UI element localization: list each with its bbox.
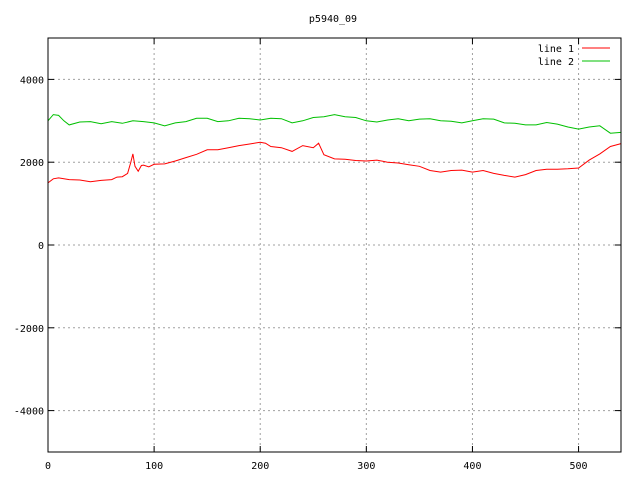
y-tick-label: 0 [38,241,44,252]
x-tick-label: 400 [463,461,481,472]
x-tick-label: 100 [145,461,163,472]
tick-labels: 0 100 200 300 400 500 -4000 -2000 0 2000 4000 [14,75,588,472]
y-tick-label: -2000 [14,324,44,335]
x-tick-label: 200 [251,461,269,472]
legend-label-2: line 2 [538,57,574,68]
series-line-2 [47,114,622,134]
series-line-1 [47,141,622,184]
y-tick-label: 2000 [20,158,44,169]
x-tick-label: 500 [570,461,588,472]
grid [48,38,621,452]
series-layer [47,114,622,184]
ticks [47,38,621,452]
legend: line 1 line 2 [538,44,610,68]
chart-title: p5940_09 [309,14,357,25]
y-tick-label: 4000 [20,75,44,86]
x-tick-label: 0 [45,461,51,472]
x-tick-label: 300 [357,461,375,472]
legend-label-1: line 1 [538,44,574,55]
y-tick-label: -4000 [14,407,44,418]
